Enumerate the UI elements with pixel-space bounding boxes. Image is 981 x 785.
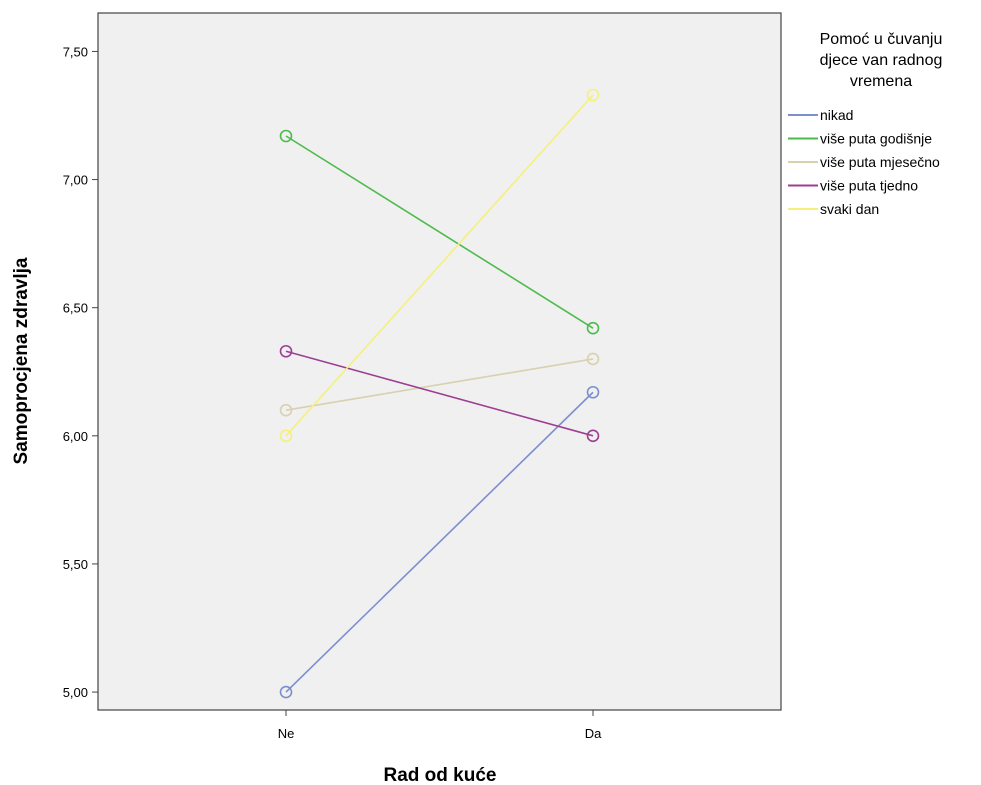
y-tick-label: 5,00: [63, 685, 88, 700]
x-tick-label: Ne: [278, 726, 295, 741]
legend-title-line-1: Pomoć u čuvanju: [820, 31, 943, 48]
series-point: [279, 129, 293, 143]
series-point: [586, 429, 600, 443]
series-line: [285, 350, 594, 437]
legend-label: svaki dan: [820, 201, 879, 217]
legend-label: više puta tjedno: [820, 178, 918, 194]
series-point: [586, 88, 600, 102]
series-group: [279, 88, 600, 699]
legend-title-line-2: djece van radnog: [820, 52, 943, 69]
y-axis-title: Samoprocjena zdravlja: [11, 257, 32, 464]
y-tick-label: 7,50: [63, 44, 88, 59]
x-tick-label: Da: [585, 726, 602, 741]
series-point: [586, 352, 600, 366]
legend-items: nikad više puta godišnje više puta mjesečn…: [788, 107, 940, 217]
plot-area: [97, 12, 782, 711]
series-nikad: [279, 385, 600, 699]
y-tick-label: 5,50: [63, 557, 88, 572]
series-line: [285, 135, 594, 329]
x-axis: Ne Da: [278, 710, 602, 741]
series-više-puta-mjesečno: [279, 352, 600, 417]
legend-label: više puta mjesečno: [820, 154, 940, 170]
y-axis: 5,00 5,50 6,00 6,50 7,00 7,50: [63, 44, 98, 700]
legend-title-line-3: vremena: [850, 73, 912, 90]
x-axis-title: Rad od kuće: [384, 765, 497, 785]
series-line: [285, 358, 594, 411]
legend: Pomoć u čuvanju djece van radnog vremena…: [788, 31, 942, 217]
legend-label: više puta godišnje: [820, 131, 932, 147]
series-svaki-dan: [279, 88, 600, 443]
series-point: [279, 403, 293, 417]
series-više-puta-godišnje: [279, 129, 600, 335]
series-point: [586, 321, 600, 335]
series-point: [279, 685, 293, 699]
series-line: [285, 94, 594, 437]
y-tick-label: 6,50: [63, 301, 88, 316]
y-tick-label: 7,00: [63, 173, 88, 188]
series-point: [279, 344, 293, 358]
y-tick-label: 6,00: [63, 429, 88, 444]
series-line: [285, 391, 594, 693]
series-više-puta-tjedno: [279, 344, 600, 443]
series-point: [279, 429, 293, 443]
series-point: [586, 385, 600, 399]
legend-label: nikad: [820, 107, 853, 123]
